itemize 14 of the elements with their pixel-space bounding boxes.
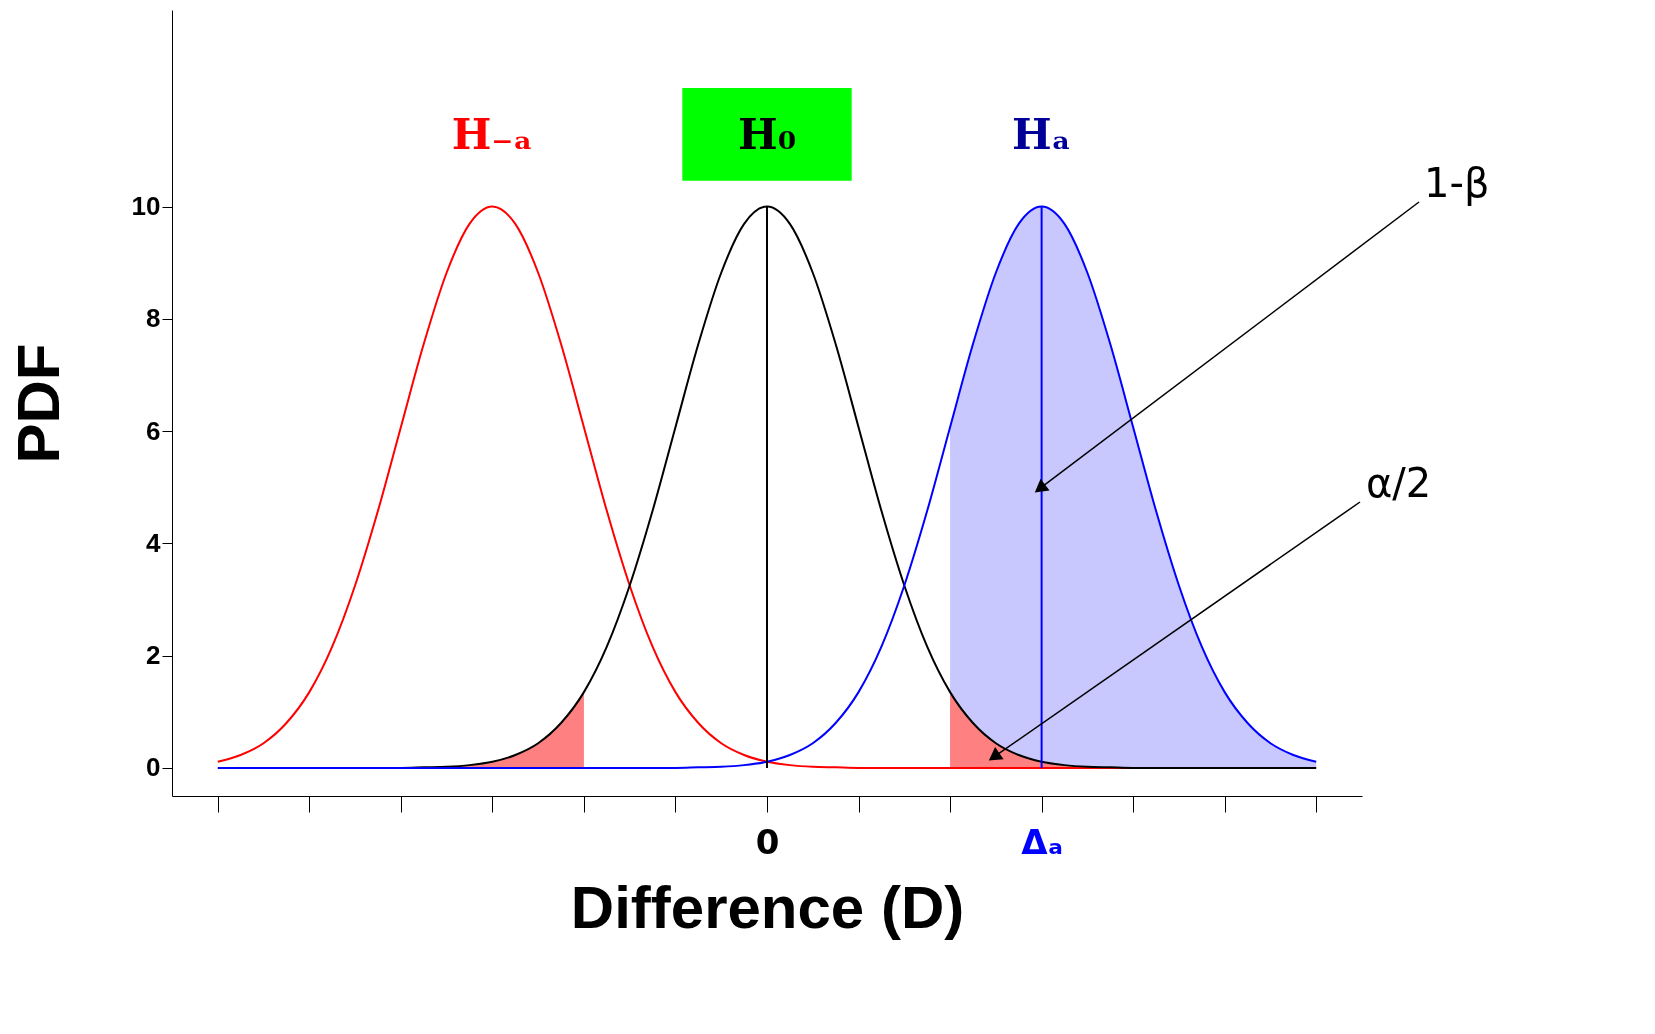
annotation: Hₐ <box>1011 109 1072 159</box>
text: 1-β <box>1424 160 1490 206</box>
annotation: H₀ <box>737 109 797 159</box>
y-tick-label: 0 <box>146 752 161 783</box>
y-axis-title: PDF <box>4 343 72 464</box>
x-axis-title: Difference (D) <box>570 873 965 941</box>
y-tick-label: 10 <box>131 191 161 221</box>
text: α/2 <box>1366 460 1432 506</box>
y-tick-label: 4 <box>146 527 162 558</box>
y-tick-label: 6 <box>146 415 161 446</box>
y-tick-label: 8 <box>146 303 161 334</box>
y-tick-label: 2 <box>146 640 161 671</box>
annotation: H₋ₐ <box>451 109 534 159</box>
x-tick-label: Δₐ <box>1021 821 1064 862</box>
